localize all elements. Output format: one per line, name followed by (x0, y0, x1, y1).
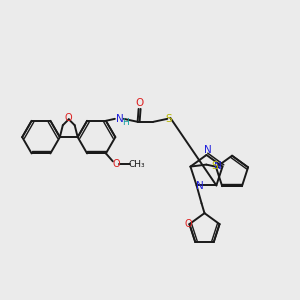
Text: O: O (112, 159, 120, 169)
Text: CH₃: CH₃ (128, 160, 145, 169)
Text: N: N (116, 114, 124, 124)
Text: H: H (122, 118, 129, 127)
Text: N: N (204, 145, 211, 155)
Text: O: O (136, 98, 144, 108)
Text: O: O (65, 113, 73, 123)
Text: N: N (196, 182, 203, 191)
Text: S: S (165, 114, 172, 124)
Text: S: S (212, 161, 218, 171)
Text: N: N (214, 160, 221, 171)
Text: O: O (184, 219, 192, 229)
